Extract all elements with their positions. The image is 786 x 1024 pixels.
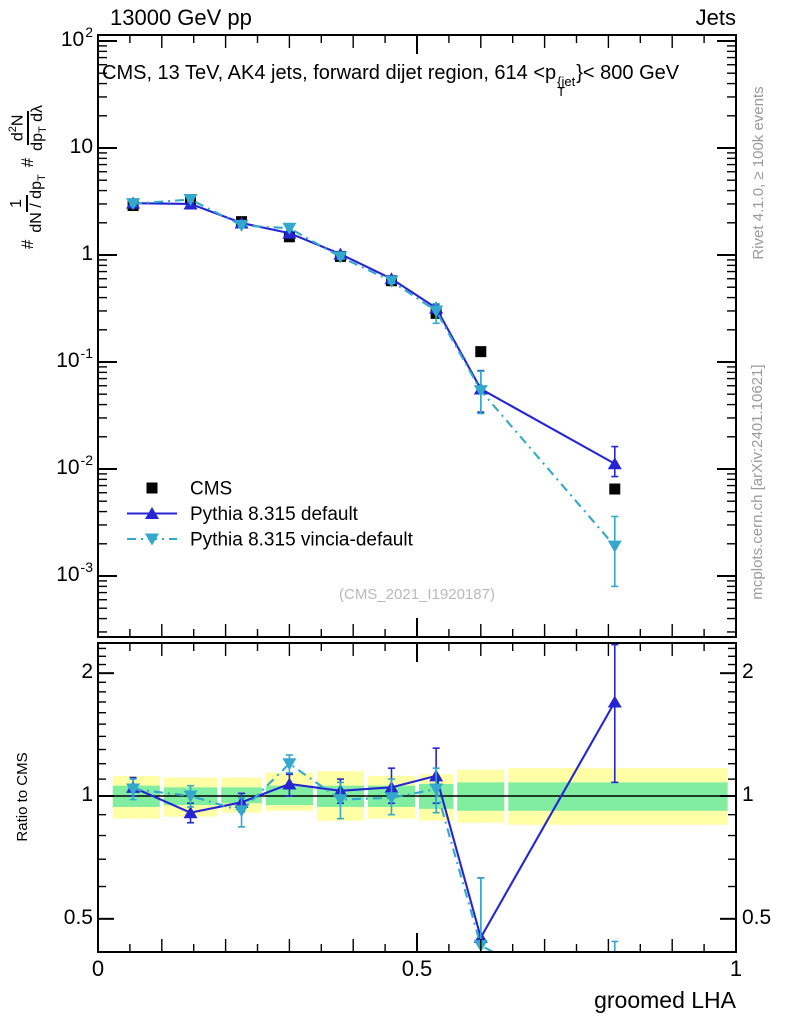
main-series-2-marker xyxy=(282,222,297,235)
y-tick-label: 1 xyxy=(81,242,93,265)
main-series-2-marker xyxy=(429,305,444,318)
ylabel-frac1-den-sub: T xyxy=(35,174,48,182)
legend: CMS Pythia 8.315 default Pythia 8.315 vinc… xyxy=(127,479,414,551)
main-series-2-marker xyxy=(384,275,399,288)
plot-title: CMS, 13 TeV, AK4 jets, forward dijet reg… xyxy=(102,62,680,100)
y-tick-label: 102 xyxy=(60,24,93,51)
ratio-series-1-marker xyxy=(384,792,399,805)
ratio-tick-label-right: 1 xyxy=(742,783,754,806)
y-tick-label: 10-1 xyxy=(56,345,93,372)
x-tick-label: 1 xyxy=(729,956,743,981)
y-axis-title: # 1 dN / dpT # d2N dpT dλ xyxy=(4,27,52,327)
ratio-series-0-marker xyxy=(607,695,622,708)
ratio-series-1-marker xyxy=(429,783,444,796)
pt-superscript-block: {jet T xyxy=(557,74,576,100)
ratio-series-0-marker xyxy=(282,777,297,790)
ratio-series-0-marker xyxy=(183,806,198,819)
main-series-2-marker xyxy=(183,194,198,207)
plot-title-prefix: CMS, 13 TeV, AK4 jets, forward dijet reg… xyxy=(102,62,557,84)
ratio-series-1-marker xyxy=(282,758,297,771)
legend-item: Pythia 8.315 default xyxy=(127,504,359,525)
legend-marker xyxy=(145,507,159,519)
main-series-1 xyxy=(126,196,622,478)
main-series-2-line xyxy=(133,198,616,547)
ratio-tick-label-right: 2 xyxy=(742,660,754,684)
y-tick-exponent: 2 xyxy=(85,24,93,40)
main-series-2-marker xyxy=(473,385,488,398)
main-series-2-marker xyxy=(234,219,249,232)
ylabel-frac2-num-sup: 2 xyxy=(6,126,19,133)
main-series-0 xyxy=(127,194,621,495)
y-tick-label: 10 xyxy=(69,135,93,158)
legend-marker xyxy=(146,482,158,494)
beam-energy-label: 13000 GeV pp xyxy=(110,5,252,30)
main-series-2 xyxy=(126,194,622,588)
ylabel-frac2-den-post: dλ xyxy=(28,104,46,127)
mcplots-reference-label: mcplots.cern.ch [arXiv:2401.10621] xyxy=(749,364,766,600)
main-series-0-marker xyxy=(475,346,487,358)
analysis-id-watermark: (CMS_2021_I1920187) xyxy=(339,586,495,603)
legend-item: CMS xyxy=(146,479,232,500)
ylabel-frac1-numerator: 1 xyxy=(7,195,28,212)
main-series-2-marker xyxy=(607,540,622,553)
plot-title-suffix: }< 800 GeV xyxy=(576,62,680,84)
legend-label: Pythia 8.315 vincia-default xyxy=(190,530,414,551)
ratio-series-1-marker xyxy=(126,783,141,796)
y-tick-exponent: -3 xyxy=(80,559,93,575)
ratio-tick-label-left: 1 xyxy=(81,783,93,806)
ratio-series-1-marker xyxy=(234,805,249,818)
y-tick-label: 10-3 xyxy=(56,559,93,586)
ratio-series-1 xyxy=(126,754,619,952)
y-tick-exponent: -1 xyxy=(80,345,93,361)
ylabel-frac1-denominator: dN / dpT xyxy=(28,174,49,232)
y-tick-exponent: -2 xyxy=(80,452,93,468)
main-series-2-marker xyxy=(333,251,348,264)
ratio-tick-label-left: 2 xyxy=(81,660,93,684)
ratio-series-1-marker xyxy=(183,790,198,803)
ratio-tick-label-right: 0.5 xyxy=(742,905,772,929)
x-tick-label: 0.5 xyxy=(401,956,433,981)
main-series-1-line xyxy=(133,202,616,465)
main-series-1-marker xyxy=(607,457,622,470)
ylabel-fraction-1: 1 dN / dpT xyxy=(7,174,49,233)
ratio-series-1-marker xyxy=(333,794,348,807)
x-axis-title: groomed LHA xyxy=(594,987,736,1013)
legend-label: Pythia 8.315 default xyxy=(190,504,359,525)
y-tick-label: 10-2 xyxy=(56,452,93,479)
main-series-2-marker xyxy=(126,198,141,211)
ratio-series-1-line xyxy=(132,762,496,952)
ylabel-frac2-num-post: N xyxy=(8,114,26,127)
axes xyxy=(97,34,737,953)
pt-subscript: T xyxy=(557,84,566,100)
pt-superscript: {jet xyxy=(557,74,576,89)
ylabel-frac1-den-text: dN / dp xyxy=(27,181,45,233)
legend-marker xyxy=(145,533,159,546)
ylabel-frac2-den-sub: T xyxy=(37,126,50,134)
x-tick-label: 0 xyxy=(91,956,105,981)
legend-item: Pythia 8.315 vincia-default xyxy=(127,530,414,551)
legend-label: CMS xyxy=(190,479,232,500)
rivet-version-label: Rivet 4.1.0, ≥ 100k events xyxy=(750,86,767,260)
main-series-0-marker xyxy=(609,483,621,495)
ratio-tick-label-left: 0.5 xyxy=(63,905,93,929)
process-label: Jets xyxy=(695,5,736,30)
